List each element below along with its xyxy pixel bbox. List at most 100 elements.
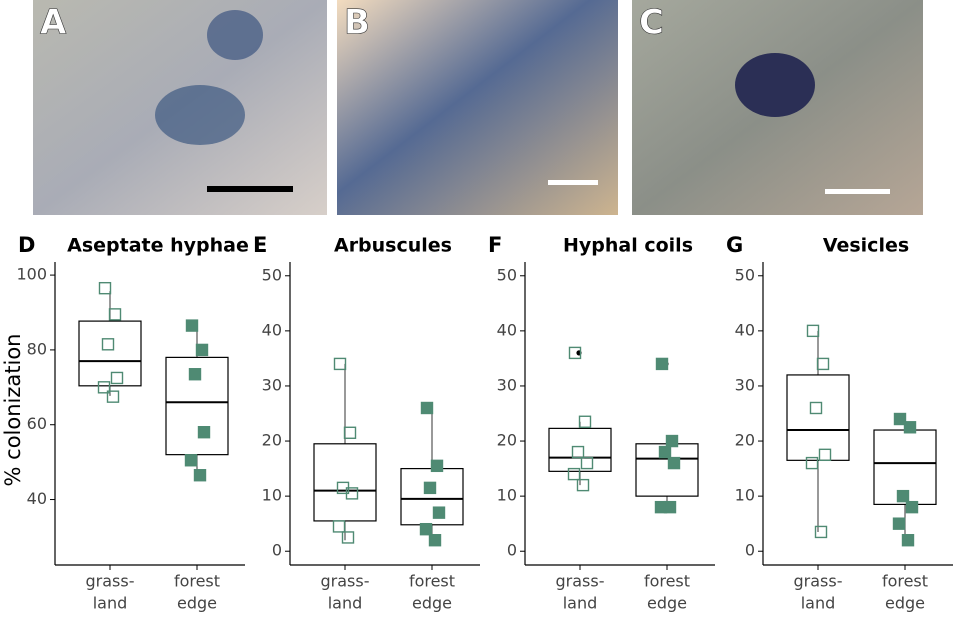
- point: [805, 456, 819, 470]
- x-tick-label: edge: [177, 594, 217, 613]
- x-tick-label: grass-: [794, 572, 843, 591]
- y-tick-label: 40: [27, 489, 47, 508]
- point: [814, 525, 828, 539]
- x-tick-label: land: [563, 594, 598, 613]
- point: [432, 506, 446, 519]
- point: [333, 357, 347, 371]
- y-tick-label: 40: [262, 320, 282, 339]
- y-tick-label: 60: [27, 414, 47, 433]
- point: [665, 434, 679, 448]
- point: [567, 467, 581, 481]
- point: [896, 489, 910, 503]
- point: [197, 426, 211, 439]
- x-tick-label: land: [93, 594, 128, 613]
- y-tick-label: 0: [272, 541, 282, 560]
- point: [901, 534, 915, 547]
- y-tick-label: 10: [497, 486, 517, 505]
- y-tick-label: 50: [262, 265, 282, 284]
- x-tick-label: edge: [885, 594, 925, 613]
- point: [106, 390, 120, 403]
- panel-label: C: [639, 3, 664, 43]
- x-tick-label: edge: [412, 594, 452, 613]
- point: [655, 357, 669, 371]
- point: [423, 481, 437, 495]
- y-tick-label: 50: [497, 265, 517, 284]
- y-tick-label: 40: [735, 320, 755, 339]
- chart-title: Aseptate hyphae: [67, 235, 249, 257]
- point: [430, 459, 444, 473]
- scale-bar: [825, 189, 890, 194]
- box: [548, 427, 612, 472]
- y-tick-label: 80: [27, 339, 47, 358]
- point: [576, 478, 590, 492]
- micrograph: [337, 0, 618, 215]
- y-tick-label: 20: [497, 431, 517, 450]
- y-tick-label: 30: [735, 375, 755, 394]
- y-tick-label: 10: [735, 486, 755, 505]
- point: [892, 517, 906, 530]
- x-tick-label: grass-: [321, 572, 370, 591]
- point: [195, 343, 209, 357]
- panel-label: D: [18, 233, 35, 257]
- x-tick-label: land: [328, 594, 363, 613]
- x-tick-label: edge: [647, 594, 687, 613]
- point: [110, 371, 124, 385]
- point: [903, 421, 917, 434]
- x-tick-label: land: [801, 594, 836, 613]
- scale-bar: [548, 180, 598, 185]
- y-tick-label: 30: [262, 375, 282, 394]
- y-tick-label: 100: [16, 265, 47, 284]
- x-tick-label: forest: [882, 572, 928, 591]
- micrograph-detail: [735, 53, 815, 117]
- point: [905, 500, 919, 514]
- x-tick-label: grass-: [86, 572, 135, 591]
- point: [419, 522, 433, 536]
- y-axis-label: % colonization: [1, 334, 25, 487]
- point: [98, 281, 112, 295]
- point: [193, 469, 207, 482]
- point: [108, 308, 122, 321]
- point: [420, 401, 434, 415]
- point: [568, 346, 582, 360]
- y-tick-label: 0: [507, 541, 517, 560]
- point: [809, 401, 823, 415]
- point: [658, 445, 672, 459]
- point: [184, 454, 198, 467]
- x-tick-label: forest: [644, 572, 690, 591]
- point: [332, 520, 346, 533]
- panel-label: F: [488, 233, 502, 257]
- y-tick-label: 40: [497, 320, 517, 339]
- y-tick-label: 10: [262, 486, 282, 505]
- y-tick-label: 50: [735, 265, 755, 284]
- panel-label: G: [726, 233, 743, 257]
- panel-label: B: [344, 3, 370, 43]
- y-tick-label: 20: [262, 431, 282, 450]
- panel-label: A: [40, 3, 67, 43]
- point: [663, 500, 677, 514]
- point: [345, 487, 359, 500]
- point: [97, 381, 111, 394]
- point: [580, 456, 594, 470]
- point: [667, 456, 681, 470]
- point: [185, 319, 199, 332]
- point: [428, 534, 442, 547]
- x-tick-label: forest: [174, 572, 220, 591]
- micrograph-detail: [207, 10, 263, 60]
- x-tick-label: grass-: [556, 572, 605, 591]
- chart-title: Vesicles: [823, 235, 909, 257]
- box: [786, 374, 850, 461]
- x-tick-label: forest: [409, 572, 455, 591]
- point: [101, 338, 115, 351]
- y-tick-label: 20: [735, 431, 755, 450]
- box: [78, 320, 142, 387]
- point: [806, 324, 820, 338]
- micrograph-detail: [155, 85, 245, 145]
- point: [578, 415, 592, 428]
- chart-title: Arbuscules: [334, 235, 452, 257]
- chart-title: Hyphal coils: [563, 235, 693, 257]
- point: [816, 357, 830, 371]
- box: [400, 467, 464, 526]
- point: [893, 412, 907, 426]
- scale-bar: [207, 186, 293, 192]
